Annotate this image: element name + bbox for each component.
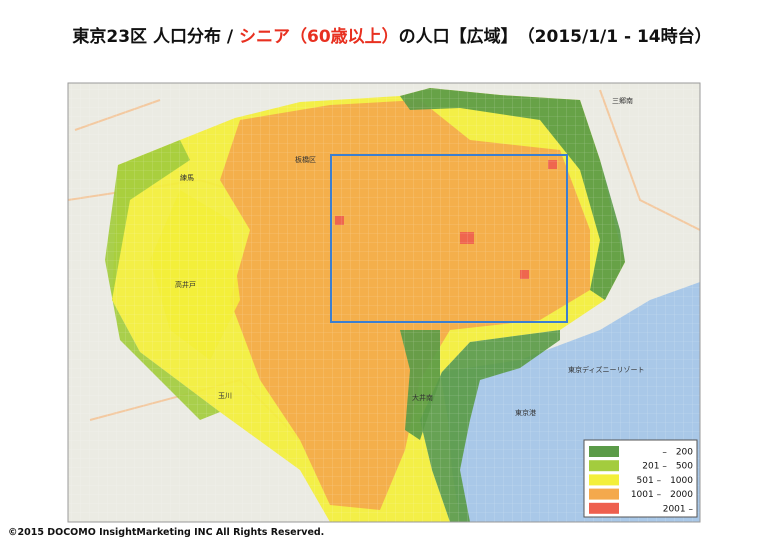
- place-label: 板橋区: [295, 155, 316, 164]
- legend-label: 201 – 500: [642, 462, 693, 472]
- legend-label: 501 – 1000: [637, 476, 694, 486]
- legend: – 200 201 – 500 501 – 1000 1001 – 2000 2001 …: [583, 439, 698, 518]
- legend-swatch: [589, 502, 619, 514]
- place-label: 練馬: [180, 173, 194, 182]
- title: 東京23区 人口分布 / シニア（60歳以上）の人口【広域】 （2015/1/1…: [0, 22, 784, 47]
- legend-swatch: [589, 474, 619, 486]
- title-highlight: シニア（60歳以上）: [239, 27, 399, 47]
- place-label: 玉川: [218, 392, 232, 400]
- place-label: 東京港: [515, 408, 536, 417]
- copyright: ©2015 DOCOMO InsightMarketing INC All Ri…: [8, 527, 325, 538]
- legend-swatch: [589, 460, 619, 472]
- legend-label: – 200: [662, 448, 693, 458]
- place-label: 三郷南: [612, 96, 633, 105]
- title-text: 東京23区 人口分布 /: [72, 27, 239, 47]
- place-label: 大井南: [412, 393, 433, 402]
- map-frame: [67, 82, 701, 523]
- place-label: 高井戸: [175, 280, 196, 289]
- legend-swatch: [589, 488, 619, 500]
- legend-swatch: [589, 446, 619, 457]
- legend-label: 1001 – 2000: [631, 490, 693, 500]
- place-label: 東京ディズニーリゾート: [568, 365, 645, 374]
- legend-label: 2001 –: [663, 504, 694, 514]
- title-text: の人口【広域】 （2015/1/1 - 14時台）: [398, 27, 712, 47]
- focus-area: [330, 154, 568, 323]
